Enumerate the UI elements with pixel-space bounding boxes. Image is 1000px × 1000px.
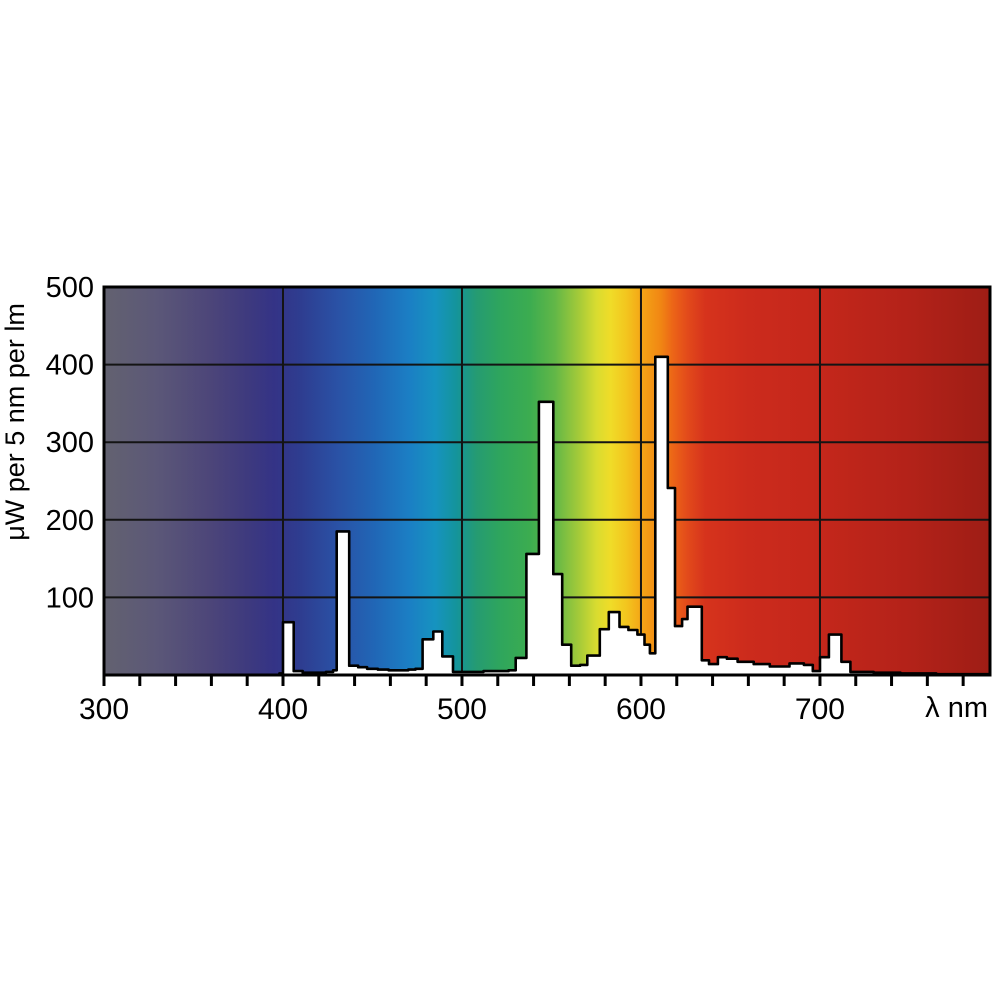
y-tick-label: 400 xyxy=(46,350,94,382)
x-axis-unit-label: λ nm xyxy=(925,692,988,724)
y-tick-label: 100 xyxy=(46,582,94,614)
y-tick-label: 500 xyxy=(46,272,94,304)
y-tick-label: 200 xyxy=(46,505,94,537)
y-tick-label: 300 xyxy=(46,427,94,459)
plot-frame xyxy=(102,285,992,677)
y-axis-title: μW per 5 nm per lm xyxy=(0,303,30,541)
x-axis-ticks xyxy=(102,676,965,686)
spectrum-curve xyxy=(102,355,992,677)
y-axis-labels: 100 200 300 400 500 xyxy=(46,272,94,614)
x-tick-label: 600 xyxy=(616,693,666,726)
x-axis-labels: 300 400 500 600 700 xyxy=(79,693,845,726)
x-tick-label: 400 xyxy=(258,693,308,726)
x-tick-label: 700 xyxy=(795,693,845,726)
x-tick-label: 500 xyxy=(437,693,487,726)
x-tick-label: 300 xyxy=(79,693,129,726)
